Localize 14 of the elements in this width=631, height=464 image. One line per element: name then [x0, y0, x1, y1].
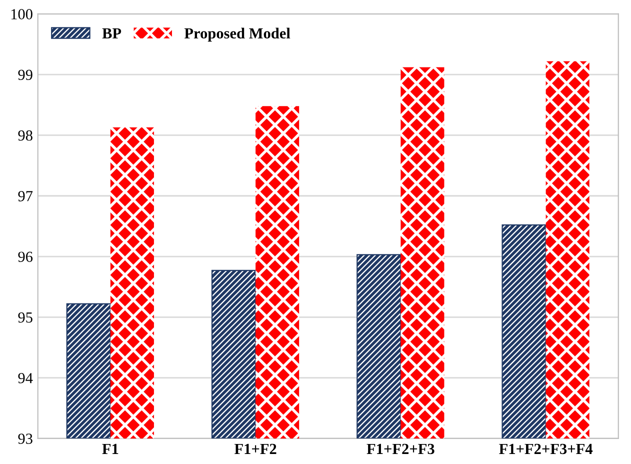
y-tick-label: 99: [18, 70, 32, 80]
legend-label: Proposed Model: [184, 28, 290, 42]
legend-label: BP: [102, 28, 122, 38]
y-tick-label: 98: [18, 130, 32, 141]
y-tick-label: 97: [18, 191, 33, 202]
y-tick-label: 100: [11, 9, 32, 20]
x-tick-label: F1+F2+F3+F4: [499, 444, 593, 454]
y-tick-label: 94: [18, 373, 33, 384]
y-tick-label: 96: [18, 252, 33, 262]
x-tick-label: F1+F2: [234, 444, 276, 454]
x-tick-label: F1+F2+F3: [366, 444, 434, 454]
y-tick-label: 95: [18, 312, 32, 323]
x-tick-label: F1: [102, 444, 118, 454]
y-tick-label: 93: [18, 434, 32, 444]
